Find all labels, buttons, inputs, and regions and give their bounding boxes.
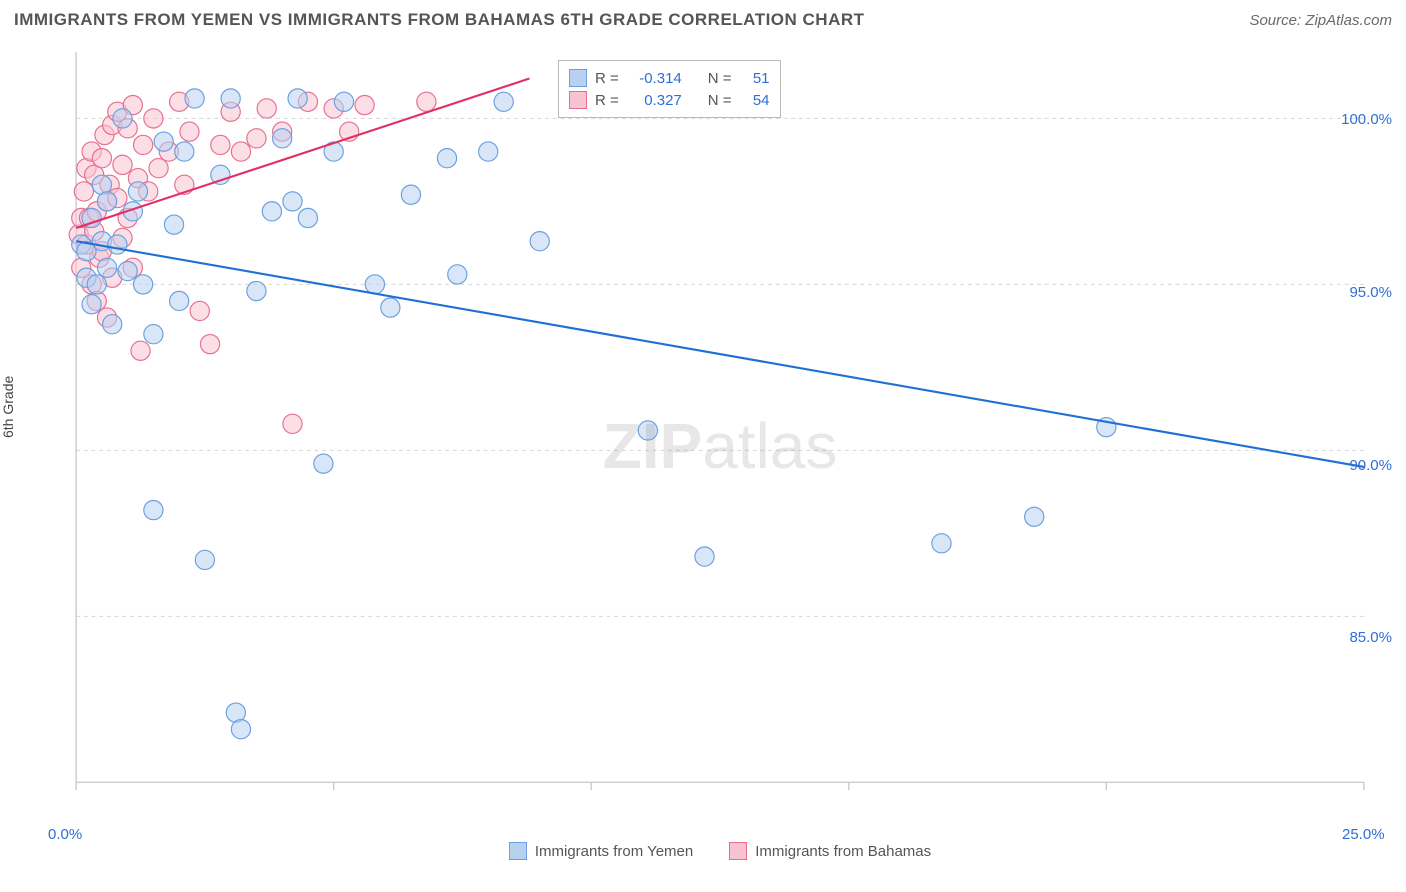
y-tick-label: 90.0% — [1349, 457, 1392, 474]
chart-title: IMMIGRANTS FROM YEMEN VS IMMIGRANTS FROM… — [14, 10, 865, 30]
header: IMMIGRANTS FROM YEMEN VS IMMIGRANTS FROM… — [0, 0, 1406, 40]
data-point — [74, 182, 93, 201]
data-point — [175, 142, 194, 161]
legend-label-bahamas: Immigrants from Bahamas — [755, 843, 931, 860]
data-point — [298, 208, 317, 227]
data-point — [530, 232, 549, 251]
n-label: N = — [708, 70, 732, 87]
y-tick-label: 85.0% — [1349, 629, 1392, 646]
data-point — [273, 129, 292, 148]
chart-area: ZIPatlas R = -0.314 N = 51 R = 0.327 N =… — [50, 52, 1390, 840]
series-legend: Immigrants from Yemen Immigrants from Ba… — [50, 842, 1390, 860]
data-point — [479, 142, 498, 161]
data-point — [190, 301, 209, 320]
data-point — [257, 99, 276, 118]
r-value-yemen: -0.314 — [627, 70, 682, 87]
x-tick-label: 0.0% — [48, 826, 82, 843]
data-point — [334, 92, 353, 111]
data-point — [144, 109, 163, 128]
data-point — [149, 159, 168, 178]
data-point — [231, 720, 250, 739]
data-point — [92, 149, 111, 168]
scatter-plot — [50, 52, 1390, 840]
data-point — [231, 142, 250, 161]
data-point — [108, 235, 127, 254]
n-label: N = — [708, 92, 732, 109]
data-point — [448, 265, 467, 284]
data-point — [154, 132, 173, 151]
data-point — [437, 149, 456, 168]
data-point — [932, 534, 951, 553]
data-point — [180, 122, 199, 141]
data-point — [355, 96, 374, 115]
swatch-yemen — [569, 69, 587, 87]
data-point — [247, 281, 266, 300]
data-point — [144, 501, 163, 520]
trend-line — [76, 241, 1364, 467]
legend-label-yemen: Immigrants from Yemen — [535, 843, 693, 860]
data-point — [118, 261, 137, 280]
stats-legend: R = -0.314 N = 51 R = 0.327 N = 54 — [558, 60, 781, 118]
n-value-yemen: 51 — [740, 70, 770, 87]
data-point — [144, 325, 163, 344]
y-tick-label: 95.0% — [1349, 284, 1392, 301]
legend-item-bahamas: Immigrants from Bahamas — [729, 842, 931, 860]
data-point — [381, 298, 400, 317]
y-tick-label: 100.0% — [1341, 111, 1392, 128]
data-point — [288, 89, 307, 108]
data-point — [113, 109, 132, 128]
data-point — [211, 135, 230, 154]
x-tick-label: 25.0% — [1342, 826, 1385, 843]
r-value-bahamas: 0.327 — [627, 92, 682, 109]
data-point — [283, 192, 302, 211]
data-point — [133, 275, 152, 294]
source-attribution: Source: ZipAtlas.com — [1249, 12, 1392, 29]
data-point — [365, 275, 384, 294]
data-point — [97, 192, 116, 211]
stats-row-yemen: R = -0.314 N = 51 — [569, 67, 770, 89]
data-point — [1025, 507, 1044, 526]
data-point — [494, 92, 513, 111]
data-point — [128, 182, 147, 201]
data-point — [103, 315, 122, 334]
n-value-bahamas: 54 — [740, 92, 770, 109]
data-point — [82, 295, 101, 314]
data-point — [185, 89, 204, 108]
data-point — [87, 275, 106, 294]
data-point — [401, 185, 420, 204]
stats-row-bahamas: R = 0.327 N = 54 — [569, 89, 770, 111]
data-point — [113, 155, 132, 174]
data-point — [131, 341, 150, 360]
data-point — [195, 550, 214, 569]
swatch-yemen-icon — [509, 842, 527, 860]
r-label: R = — [595, 92, 619, 109]
data-point — [97, 258, 116, 277]
data-point — [200, 335, 219, 354]
y-axis-label: 6th Grade — [0, 376, 16, 438]
data-point — [262, 202, 281, 221]
data-point — [283, 414, 302, 433]
data-point — [417, 92, 436, 111]
r-label: R = — [595, 70, 619, 87]
legend-item-yemen: Immigrants from Yemen — [509, 842, 693, 860]
swatch-bahamas-icon — [729, 842, 747, 860]
data-point — [164, 215, 183, 234]
data-point — [314, 454, 333, 473]
data-point — [221, 89, 240, 108]
swatch-bahamas — [569, 91, 587, 109]
data-point — [247, 129, 266, 148]
data-point — [170, 291, 189, 310]
data-point — [133, 135, 152, 154]
data-point — [695, 547, 714, 566]
data-point — [638, 421, 657, 440]
